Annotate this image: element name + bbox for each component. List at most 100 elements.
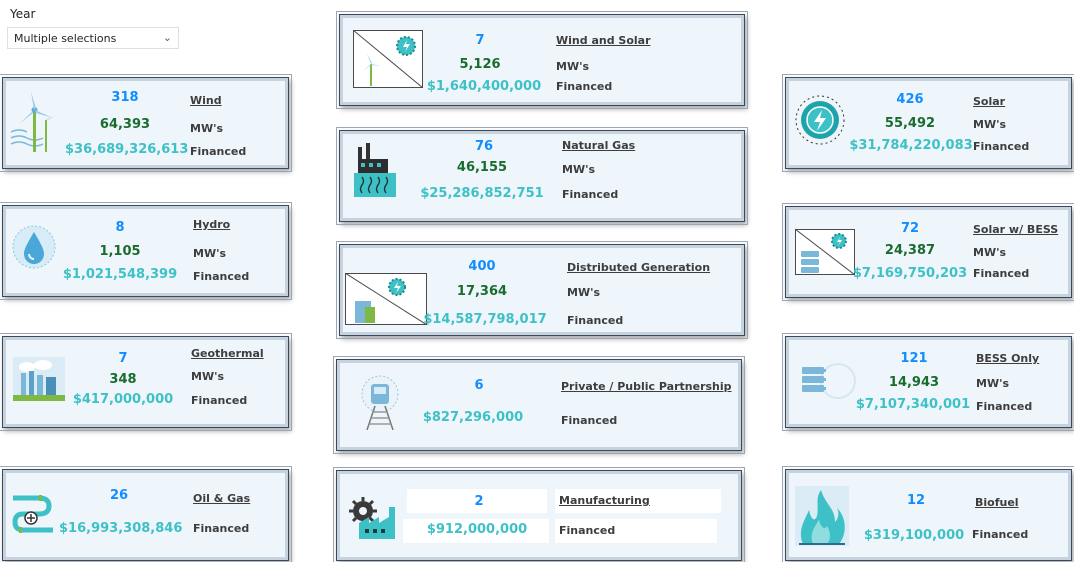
solar-bess-count: 72 [900, 221, 920, 236]
geothermal-count: 7 [118, 351, 128, 366]
hydro-financed: $1,021,548,399 [62, 267, 178, 282]
chevron-down-icon[interactable]: ⌄ [162, 31, 172, 44]
year-dropdown-value: Multiple selections [14, 32, 117, 45]
manufacturing-count: 2 [474, 494, 484, 509]
oil-gas-financed-label: Financed [193, 522, 250, 535]
wind-mw-unit: MW's [190, 122, 223, 135]
card-oil-gas[interactable]: 26 $16,993,308,846 Oil & Gas Financed [0, 466, 292, 562]
water-drop-icon [11, 224, 57, 270]
oil-gas-count: 26 [109, 488, 129, 503]
wind-turbine-icon [9, 90, 69, 152]
manufacturing-financed-label: Financed [559, 524, 616, 537]
oil-gas-financed: $16,993,308,846 [59, 521, 183, 536]
hydro-count: 8 [115, 220, 125, 235]
solar-bess-mw-unit: MW's [973, 246, 1006, 259]
card-wind[interactable]: 318 64,393 $36,689,326,613 Wind MW's Fin… [0, 74, 292, 172]
natural-gas-name-link[interactable]: Natural Gas [562, 139, 636, 152]
natural-gas-financed: $25,286,852,751 [420, 186, 544, 201]
card-biofuel[interactable]: 12 $319,100,000 Biofuel Financed [782, 466, 1074, 562]
natural-gas-count: 76 [474, 139, 494, 154]
distributed-generation-financed: $14,587,798,017 [423, 312, 547, 327]
flame-icon [795, 486, 849, 546]
hydro-mw-unit: MW's [193, 247, 226, 260]
year-filter-label: Year [10, 7, 36, 21]
wind-and-solar-mw-unit: MW's [556, 60, 589, 73]
card-solar-bess[interactable]: 72 24,387 $7,169,750,203 Solar w/ BESS M… [782, 203, 1074, 301]
solar-bess-mw: 24,387 [884, 243, 936, 258]
wind-and-solar-count: 7 [475, 33, 485, 48]
oil-gas-name-link[interactable]: Oil & Gas [193, 492, 251, 505]
geothermal-mw-unit: MW's [191, 370, 224, 383]
gas-plant-icon [352, 139, 398, 197]
hydro-name-link[interactable]: Hydro [193, 218, 231, 231]
solar-mw-unit: MW's [973, 118, 1006, 131]
geothermal-financed: $417,000,000 [72, 392, 174, 407]
year-dropdown[interactable]: Multiple selections ⌄ [7, 27, 179, 49]
solar-bess-financed-label: Financed [973, 267, 1030, 280]
private-public-partnership-financed: $827,296,000 [422, 410, 524, 425]
wind-mw: 64,393 [99, 117, 151, 132]
card-bess-only[interactable]: 121 14,943 $7,107,340,001 BESS Only MW's… [782, 333, 1074, 431]
bess-only-name-link[interactable]: BESS Only [976, 352, 1040, 365]
distributed-generation-icon [344, 272, 428, 326]
card-geothermal[interactable]: 7 348 $417,000,000 Geothermal MW's Finan… [0, 333, 292, 431]
biofuel-name-link[interactable]: Biofuel [975, 496, 1019, 509]
private-public-partnership-count: 6 [474, 378, 484, 393]
manufacturing-name-link[interactable]: Manufacturing [559, 494, 650, 507]
wind-financed-label: Financed [190, 145, 247, 158]
solar-battery-icon [794, 228, 856, 276]
hydro-mw: 1,105 [99, 244, 141, 259]
solar-bess-name-link[interactable]: Solar w/ BESS [973, 223, 1059, 236]
factory-gear-icon [349, 493, 405, 539]
natural-gas-financed-label: Financed [562, 188, 619, 201]
wind-and-solar-financed-label: Financed [556, 80, 613, 93]
card-private-public-partnership[interactable]: 6 $827,296,000 Private / Public Partners… [333, 356, 745, 454]
card-wind-and-solar[interactable]: 7 5,126 $1,640,400,000 Wind and Solar MW… [336, 11, 748, 109]
solar-bess-financed: $7,169,750,203 [852, 266, 968, 281]
bess-only-mw: 14,943 [888, 375, 940, 390]
distributed-generation-mw-unit: MW's [567, 286, 600, 299]
geothermal-mw: 348 [109, 372, 137, 387]
solar-gear-icon [792, 92, 848, 148]
card-hydro[interactable]: 8 1,105 $1,021,548,399 Hydro MW's Financ… [0, 202, 292, 300]
bess-only-financed: $7,107,340,001 [855, 397, 971, 412]
wind-and-solar-financed: $1,640,400,000 [426, 79, 542, 94]
wind-and-solar-name-link[interactable]: Wind and Solar [556, 34, 651, 47]
battery-storage-icon [800, 361, 858, 401]
biofuel-count: 12 [906, 493, 926, 508]
wind-financed: $36,689,326,613 [65, 142, 189, 157]
geothermal-name-link[interactable]: Geothermal [191, 347, 264, 360]
bess-only-mw-unit: MW's [976, 377, 1009, 390]
card-solar[interactable]: 426 55,492 $31,784,220,083 Solar MW's Fi… [782, 74, 1074, 172]
geothermal-plant-icon [13, 357, 65, 401]
biofuel-financed: $319,100,000 [863, 528, 965, 543]
card-natural-gas[interactable]: 76 46,155 $25,286,852,751 Natural Gas MW… [336, 127, 748, 225]
train-icon [357, 374, 403, 431]
solar-count: 426 [896, 92, 924, 107]
private-public-partnership-name-link[interactable]: Private / Public Partnership [561, 380, 732, 393]
biofuel-financed-label: Financed [972, 528, 1029, 541]
natural-gas-mw-unit: MW's [562, 163, 595, 176]
manufacturing-financed: $912,000,000 [426, 522, 528, 537]
distributed-generation-mw: 17,364 [456, 284, 508, 299]
distributed-generation-count: 400 [468, 259, 496, 274]
solar-mw: 55,492 [884, 116, 936, 131]
solar-financed-label: Financed [973, 140, 1030, 153]
solar-name-link[interactable]: Solar [973, 95, 1006, 108]
distributed-generation-financed-label: Financed [567, 314, 624, 327]
wind-and-solar-mw: 5,126 [459, 57, 501, 72]
wind-name-link[interactable]: Wind [190, 94, 222, 107]
wind-count: 318 [111, 90, 139, 105]
natural-gas-mw: 46,155 [456, 160, 508, 175]
private-public-partnership-financed-label: Financed [561, 414, 618, 427]
hydro-financed-label: Financed [193, 270, 250, 283]
bess-only-count: 121 [900, 351, 928, 366]
card-distributed-generation[interactable]: 400 17,364 $14,587,798,017 Distributed G… [336, 241, 748, 339]
pipeline-icon [9, 492, 57, 538]
wind-solar-icon [352, 29, 424, 89]
card-manufacturing[interactable]: 2 $912,000,000 Manufacturing Financed [333, 467, 745, 562]
solar-financed: $31,784,220,083 [849, 138, 973, 153]
geothermal-financed-label: Financed [191, 394, 248, 407]
distributed-generation-name-link[interactable]: Distributed Generation [567, 261, 711, 274]
bess-only-financed-label: Financed [976, 400, 1033, 413]
